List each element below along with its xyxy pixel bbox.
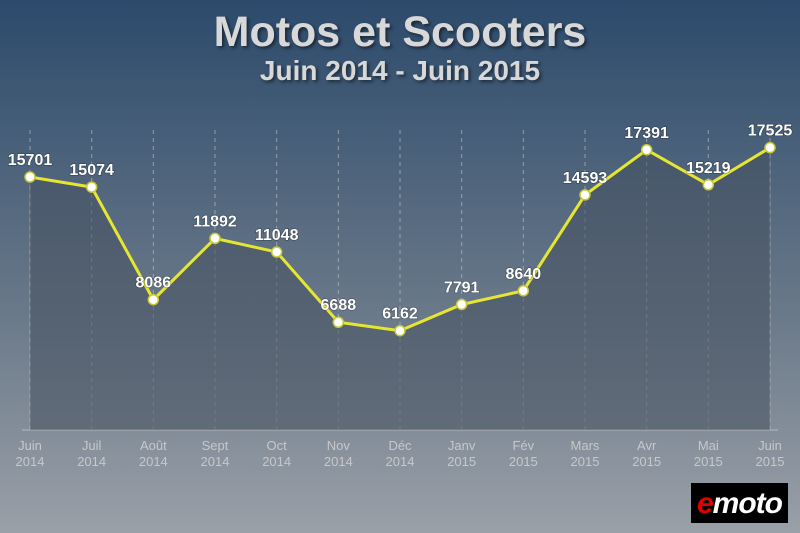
value-label: 15219 — [686, 160, 731, 177]
x-label-month: Déc — [388, 438, 412, 453]
logo-prefix: e — [697, 487, 713, 520]
x-label-year: 2014 — [201, 454, 230, 469]
data-point — [148, 295, 158, 305]
value-label: 11892 — [193, 213, 237, 230]
data-point — [210, 233, 220, 243]
x-label-month: Mai — [698, 438, 719, 453]
x-label-year: 2015 — [447, 454, 476, 469]
value-label: 11048 — [255, 227, 299, 244]
brand-logo: emoto — [691, 483, 788, 523]
x-label-year: 2015 — [632, 454, 661, 469]
x-label-month: Janv — [448, 438, 476, 453]
x-label-month: Juin — [18, 438, 42, 453]
value-label: 7791 — [444, 279, 480, 296]
value-label: 17391 — [624, 125, 669, 142]
x-label-month: Août — [140, 438, 167, 453]
x-label-month: Avr — [637, 438, 657, 453]
x-label-month: Mars — [571, 438, 600, 453]
value-label: 6162 — [382, 306, 418, 323]
x-label-year: 2015 — [694, 454, 723, 469]
x-label-year: 2014 — [139, 454, 168, 469]
data-point — [580, 190, 590, 200]
x-label-month: Sept — [202, 438, 229, 453]
data-point — [765, 143, 775, 153]
logo-rest: moto — [713, 487, 782, 520]
x-label-year: 2014 — [262, 454, 291, 469]
value-label: 17525 — [748, 123, 793, 140]
x-label-month: Nov — [327, 438, 351, 453]
data-point — [333, 317, 343, 327]
value-label: 14593 — [563, 170, 608, 187]
value-label: 15074 — [69, 162, 114, 179]
chart-container: 15701 15074 8086 11892 11048 6688 6162 7791 8640… — [0, 120, 800, 533]
data-point — [272, 247, 282, 257]
x-label-year: 2015 — [571, 454, 600, 469]
line-chart: 15701 15074 8086 11892 11048 6688 6162 7791 8640… — [0, 120, 800, 533]
data-point — [642, 145, 652, 155]
value-label: 8086 — [136, 275, 172, 292]
x-label-year: 2014 — [386, 454, 415, 469]
x-label-month: Fév — [512, 438, 534, 453]
x-label-year: 2015 — [509, 454, 538, 469]
x-label-year: 2015 — [756, 454, 785, 469]
x-axis-labels: Juin2014Juil2014Août2014Sept2014Oct2014N… — [16, 438, 785, 469]
x-label-year: 2014 — [16, 454, 45, 469]
value-label: 15701 — [8, 152, 53, 169]
value-label: 6688 — [321, 297, 357, 314]
x-label-year: 2014 — [77, 454, 106, 469]
chart-title: Motos et Scooters — [0, 0, 800, 57]
data-point — [518, 286, 528, 296]
data-point — [87, 182, 97, 192]
data-point — [457, 299, 467, 309]
value-label: 8640 — [506, 266, 542, 283]
x-label-month: Juil — [82, 438, 102, 453]
data-point — [703, 180, 713, 190]
chart-subtitle: Juin 2014 - Juin 2015 — [0, 55, 800, 87]
x-label-month: Juin — [758, 438, 782, 453]
data-point — [25, 172, 35, 182]
data-point — [395, 326, 405, 336]
x-label-year: 2014 — [324, 454, 353, 469]
x-label-month: Oct — [267, 438, 288, 453]
